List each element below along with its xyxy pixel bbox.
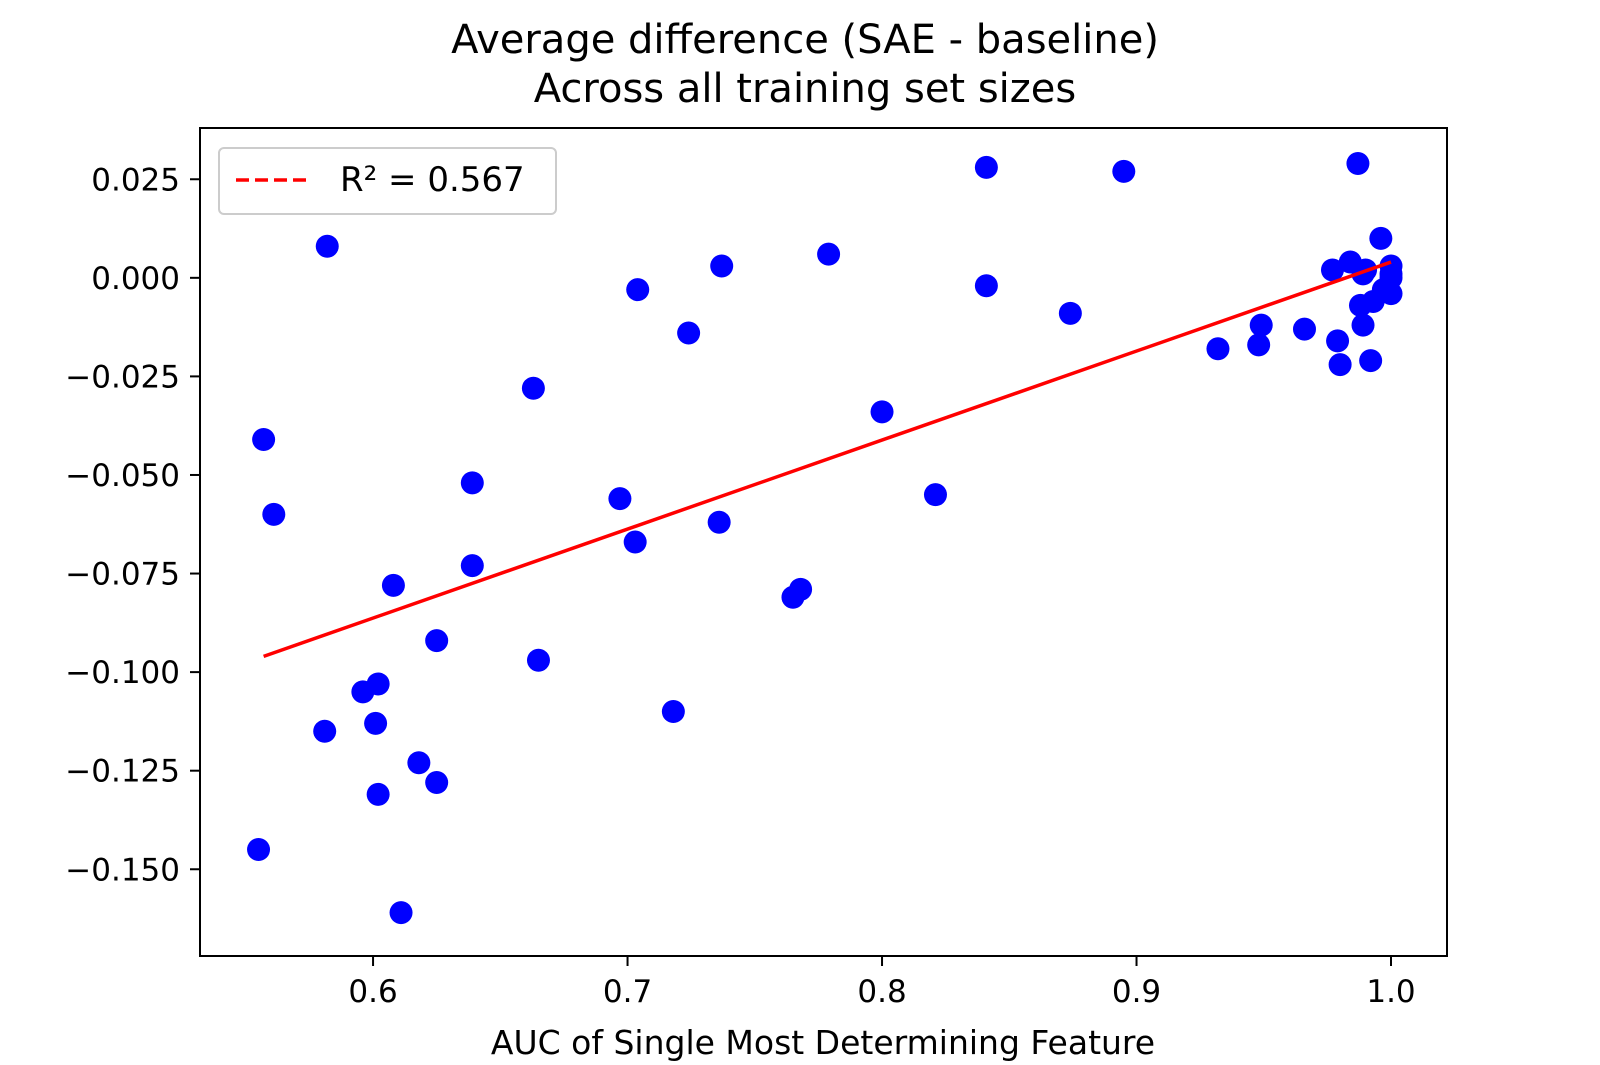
chart-subtitle: Across all training set sizes	[534, 66, 1076, 112]
scatter-point	[313, 719, 337, 743]
scatter-point	[381, 573, 405, 597]
scatter-point	[626, 278, 650, 302]
scatter-point	[1112, 159, 1136, 183]
scatter-point	[817, 242, 841, 266]
scatter-point	[1379, 282, 1403, 306]
y-tick-label: −0.125	[65, 754, 180, 790]
scatter-point	[1346, 151, 1370, 175]
legend: R² = 0.567	[218, 147, 557, 215]
scatter-point	[1379, 254, 1403, 278]
scatter-point	[710, 254, 734, 278]
scatter-point	[407, 751, 431, 775]
y-tick-label: −0.100	[65, 655, 180, 691]
scatter-point	[1292, 317, 1316, 341]
scatter-point	[1247, 333, 1271, 357]
chart-title: Average difference (SAE - baseline)	[451, 17, 1159, 63]
scatter-point	[1351, 313, 1375, 337]
scatter-point	[262, 502, 286, 526]
x-axis-label: AUC of Single Most Determining Feature	[491, 1023, 1155, 1062]
scatter-point	[789, 577, 813, 601]
y-tick-label: −0.075	[65, 557, 180, 593]
scatter-point	[608, 487, 632, 511]
legend-label: R² = 0.567	[340, 160, 525, 200]
y-tick-label: −0.050	[65, 458, 180, 494]
scatter-points	[247, 151, 1403, 925]
scatter-point	[425, 629, 449, 653]
fit-line	[263, 260, 1392, 658]
scatter-point	[677, 321, 701, 345]
y-tick-label: 0.000	[91, 261, 180, 297]
scatter-point	[247, 838, 271, 862]
scatter-point	[252, 427, 276, 451]
y-tick-label: −0.150	[65, 852, 180, 888]
scatter-point	[315, 234, 339, 258]
y-axis-ticks: 0.025 0.000 −0.025 −0.050 −0.075 −0.100 −0.125…	[65, 162, 200, 888]
scatter-point	[1359, 349, 1383, 373]
x-tick-label: 1.0	[1366, 974, 1415, 1010]
scatter-point	[1326, 329, 1350, 353]
x-tick-label: 0.7	[603, 974, 652, 1010]
scatter-point	[364, 711, 388, 735]
scatter-point	[526, 648, 550, 672]
scatter-point	[460, 554, 484, 578]
scatter-point	[1249, 313, 1273, 337]
scatter-point	[870, 400, 894, 424]
scatter-point	[1369, 226, 1393, 250]
scatter-point	[1320, 258, 1344, 282]
legend-box	[218, 147, 557, 215]
scatter-point	[521, 376, 545, 400]
scatter-point	[389, 901, 413, 925]
scatter-point	[974, 155, 998, 179]
x-axis-ticks: 0.6 0.7 0.8 0.9 1.0	[348, 956, 1416, 1010]
scatter-point	[974, 274, 998, 298]
y-tick-label: 0.025	[91, 162, 180, 198]
scatter-point	[923, 483, 947, 507]
plot-area-frame	[199, 127, 1448, 957]
y-tick-label: −0.025	[65, 359, 180, 395]
scatter-point	[1328, 353, 1352, 377]
scatter-point	[366, 672, 390, 696]
scatter-point	[425, 771, 449, 795]
scatter-point	[623, 530, 647, 554]
scatter-point	[1058, 301, 1082, 325]
fit-line-group	[263, 260, 1392, 658]
scatter-point	[460, 471, 484, 495]
x-tick-label: 0.8	[857, 974, 906, 1010]
scatter-point	[661, 700, 685, 724]
x-tick-label: 0.9	[1112, 974, 1161, 1010]
scatter-point	[707, 510, 731, 534]
x-tick-label: 0.6	[348, 974, 397, 1010]
scatter-point	[1206, 337, 1230, 361]
scatter-point	[366, 782, 390, 806]
